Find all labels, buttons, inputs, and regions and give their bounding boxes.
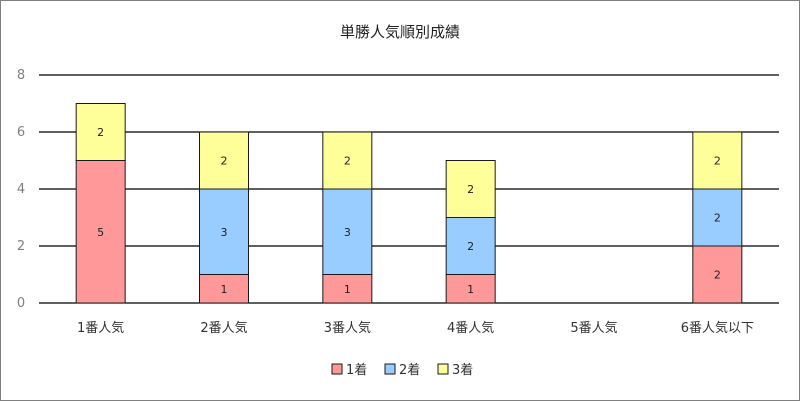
bar-segment xyxy=(445,160,496,218)
bar-segment xyxy=(322,131,373,190)
bar-segment xyxy=(692,188,743,247)
data-label: 3 xyxy=(221,226,228,239)
legend-label: 2着 xyxy=(399,362,420,378)
bar-segment xyxy=(75,160,126,304)
data-label: 2 xyxy=(467,183,474,196)
data-label: 1 xyxy=(344,283,351,296)
bars: 5 2 1 3 2 1 3 2 1 2 2 2 2 2 xyxy=(75,103,743,304)
x-axis-labels: 1番人気 2番人気 3番人気 4番人気 5番人気 6番人気以下 xyxy=(77,320,754,336)
data-label: 3 xyxy=(344,226,351,239)
data-label: 5 xyxy=(97,226,104,239)
data-label: 2 xyxy=(221,155,228,168)
gridlines xyxy=(39,74,779,304)
bar-segment xyxy=(445,217,496,275)
y-tick-label: 2 xyxy=(17,239,25,254)
legend-label: 3着 xyxy=(452,362,473,378)
bar-segment xyxy=(692,131,743,190)
legend-swatch xyxy=(384,363,396,375)
x-category-label: 5番人気 xyxy=(570,320,617,336)
legend-swatch xyxy=(437,363,449,375)
data-label: 1 xyxy=(467,283,474,296)
x-category-label: 2番人気 xyxy=(200,320,247,336)
data-label: 2 xyxy=(97,126,104,139)
bar-segment xyxy=(692,245,743,304)
data-label: 2 xyxy=(714,212,721,225)
bar-segment xyxy=(199,131,249,190)
x-category-label: 6番人気以下 xyxy=(681,320,754,336)
bar-segment xyxy=(322,188,373,275)
y-tick-label: 4 xyxy=(17,182,25,197)
x-category-label: 4番人気 xyxy=(447,320,494,336)
legend-swatch xyxy=(331,363,343,375)
x-category-label: 3番人気 xyxy=(324,320,371,336)
bar-segment xyxy=(75,103,126,161)
chart-title: 単勝人気順別成績 xyxy=(340,23,460,41)
bar-segment xyxy=(445,274,496,304)
y-tick-label: 6 xyxy=(17,125,25,140)
legend-label: 1着 xyxy=(346,362,367,378)
data-label: 2 xyxy=(467,240,474,253)
data-label: 2 xyxy=(344,155,351,168)
y-tick-label: 0 xyxy=(17,296,25,311)
legend: 1着 2着 3着 xyxy=(331,362,473,378)
data-label: 2 xyxy=(714,155,721,168)
y-axis-ticks: 0 2 4 6 8 xyxy=(17,68,25,311)
y-tick-label: 8 xyxy=(17,68,25,83)
data-label: 1 xyxy=(221,283,228,296)
data-label: 2 xyxy=(714,269,721,282)
x-category-label: 1番人気 xyxy=(77,320,124,336)
